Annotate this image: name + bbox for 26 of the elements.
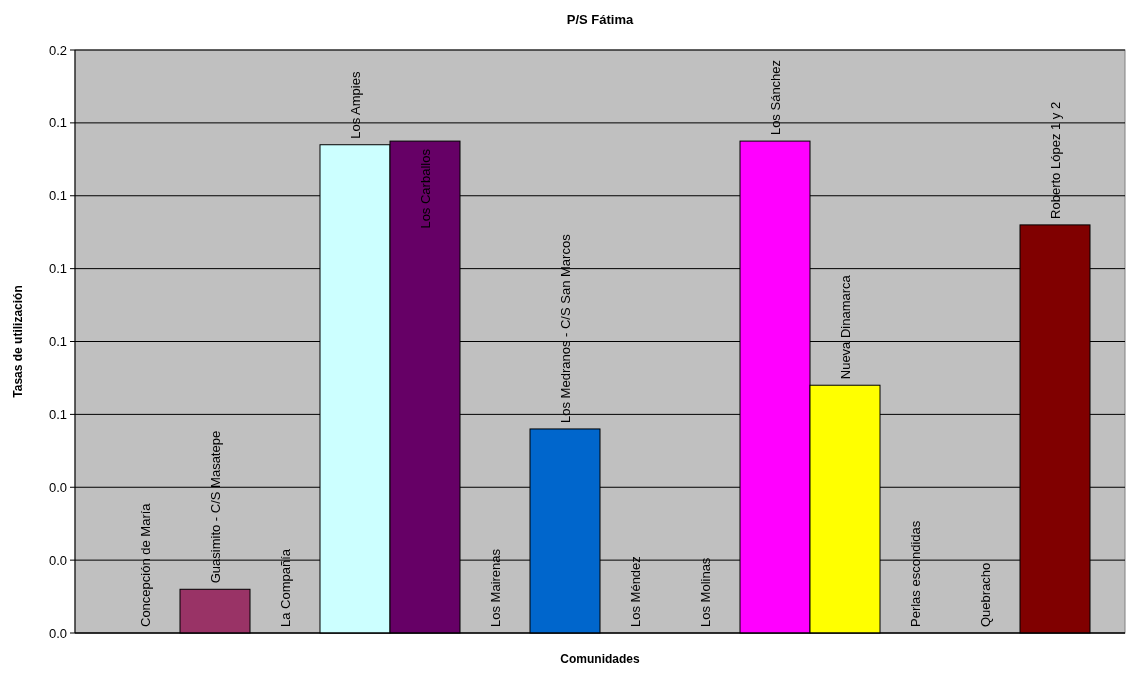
- x-tick-label: Los Molinas: [698, 557, 713, 627]
- x-tick-label: Perlas escondidas: [908, 520, 923, 627]
- x-axis-title: Comunidades: [560, 652, 640, 666]
- x-tick-label: Los Carballos: [418, 148, 433, 229]
- x-tick-label: Los Mairenas: [488, 548, 503, 627]
- chart-title: P/S Fátima: [566, 12, 634, 27]
- y-tick-label: 0.1: [48, 115, 67, 131]
- x-tick-label: Los Ampies: [348, 71, 363, 139]
- y-tick-label: 0.1: [48, 406, 67, 422]
- x-tick-label: Nueva Dinamarca: [838, 274, 853, 380]
- x-tick-label: Guasimito - C/S Masatepe: [208, 430, 223, 584]
- y-tick-label: 0.2: [48, 42, 67, 58]
- y-tick-label: 0.0: [48, 552, 67, 568]
- y-tick-label: 0.0: [48, 479, 67, 495]
- x-tick-label: Quebracho: [978, 562, 993, 627]
- y-tick-label: 0.1: [48, 261, 67, 277]
- x-tick-label: Los Medranos - C/S San Marcos: [558, 233, 573, 423]
- x-tick-label: La Compañía: [278, 548, 293, 627]
- x-tick-label: Los Sánchez: [768, 59, 783, 136]
- y-axis-title: Tasas de utilización: [11, 285, 25, 398]
- y-tick-label: 0.0: [48, 625, 67, 641]
- y-tick-label: 0.1: [48, 334, 67, 350]
- x-tick-label: Los Méndez: [628, 556, 643, 627]
- y-tick-label: 0.1: [48, 188, 67, 204]
- x-tick-label: Roberto López 1 y 2: [1048, 101, 1063, 219]
- x-tick-label: Concepción de María: [138, 502, 153, 627]
